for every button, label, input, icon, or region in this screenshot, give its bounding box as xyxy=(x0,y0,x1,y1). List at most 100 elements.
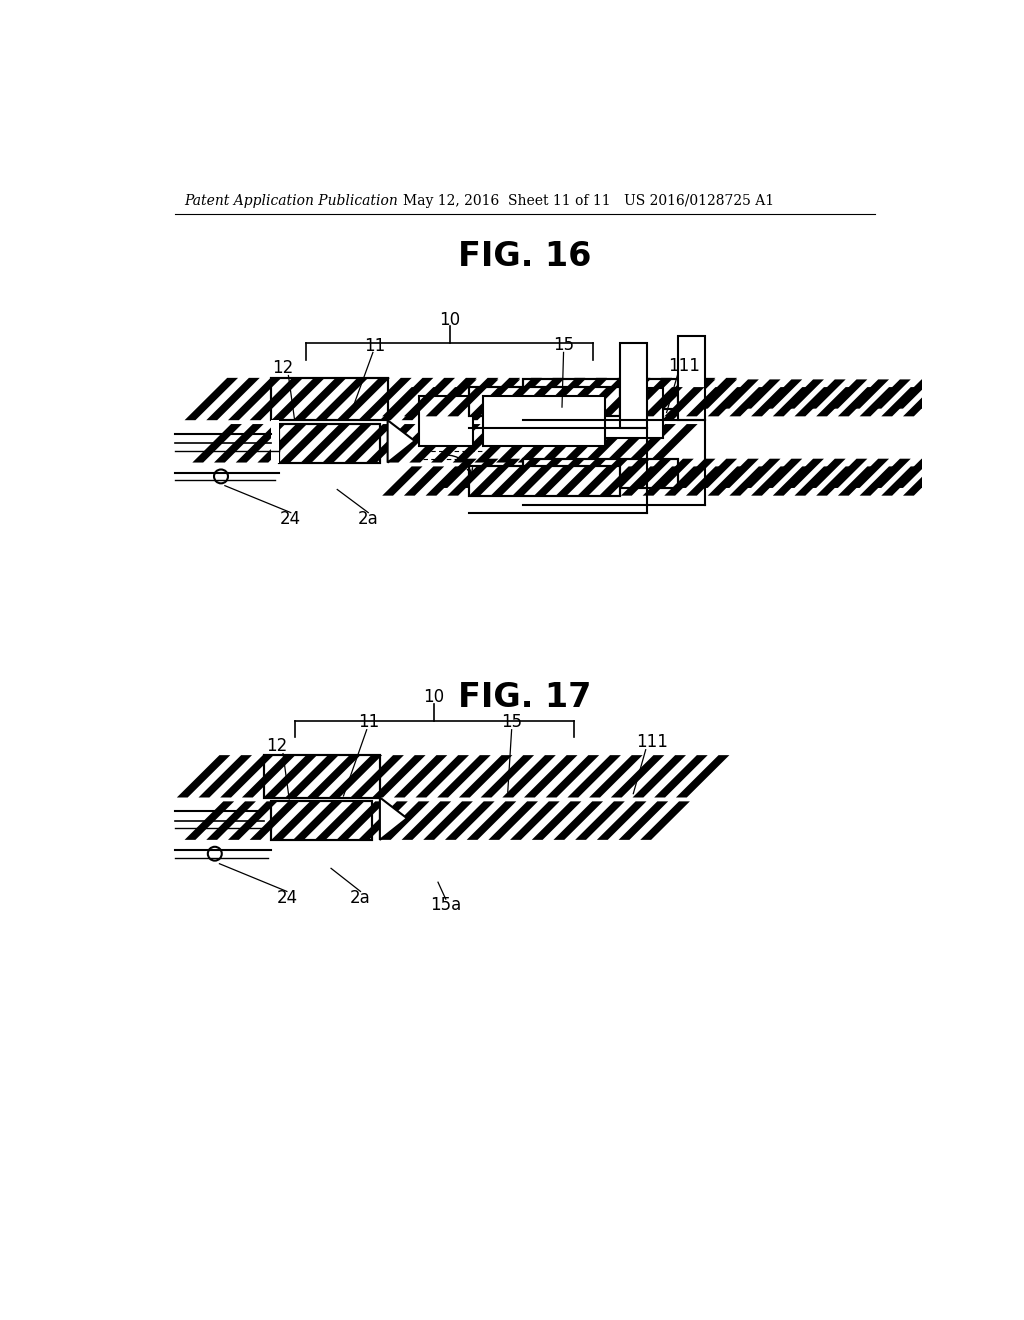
Polygon shape xyxy=(314,378,369,420)
Polygon shape xyxy=(307,755,360,797)
Polygon shape xyxy=(293,801,343,840)
Polygon shape xyxy=(445,378,499,420)
Bar xyxy=(523,459,678,488)
Polygon shape xyxy=(665,466,705,496)
Polygon shape xyxy=(1000,379,1024,409)
Polygon shape xyxy=(459,755,512,797)
Polygon shape xyxy=(242,755,295,797)
Polygon shape xyxy=(426,387,466,416)
Polygon shape xyxy=(447,466,487,496)
Polygon shape xyxy=(329,755,382,797)
Polygon shape xyxy=(199,755,252,797)
Polygon shape xyxy=(892,459,933,488)
Polygon shape xyxy=(510,378,563,420)
Polygon shape xyxy=(510,801,560,840)
Polygon shape xyxy=(488,801,538,840)
Polygon shape xyxy=(518,424,567,462)
Polygon shape xyxy=(453,424,503,462)
Polygon shape xyxy=(665,387,705,416)
Polygon shape xyxy=(206,378,260,420)
Polygon shape xyxy=(480,459,520,488)
Polygon shape xyxy=(480,755,535,797)
Polygon shape xyxy=(271,801,321,840)
Bar xyxy=(523,459,678,488)
Polygon shape xyxy=(257,424,307,462)
Polygon shape xyxy=(436,379,477,409)
Polygon shape xyxy=(913,379,954,409)
Polygon shape xyxy=(583,424,633,462)
Polygon shape xyxy=(350,755,403,797)
Polygon shape xyxy=(979,459,1019,488)
Polygon shape xyxy=(849,459,889,488)
Polygon shape xyxy=(729,387,770,416)
Polygon shape xyxy=(474,424,524,462)
Polygon shape xyxy=(556,387,596,416)
Polygon shape xyxy=(337,378,390,420)
Polygon shape xyxy=(496,424,546,462)
Polygon shape xyxy=(410,424,459,462)
Polygon shape xyxy=(566,379,607,409)
Polygon shape xyxy=(220,755,273,797)
Text: 24: 24 xyxy=(276,888,297,907)
Bar xyxy=(469,466,621,496)
Polygon shape xyxy=(271,378,325,420)
Polygon shape xyxy=(892,379,933,409)
Bar xyxy=(419,396,473,446)
Polygon shape xyxy=(488,378,542,420)
Polygon shape xyxy=(578,387,617,416)
Polygon shape xyxy=(540,424,589,462)
Text: 2a: 2a xyxy=(350,888,371,907)
Bar xyxy=(678,335,706,420)
Polygon shape xyxy=(242,755,295,797)
Polygon shape xyxy=(447,387,487,416)
Polygon shape xyxy=(621,387,662,416)
Text: US 2016/0128725 A1: US 2016/0128725 A1 xyxy=(624,194,774,207)
Polygon shape xyxy=(263,755,317,797)
Polygon shape xyxy=(401,801,452,840)
Polygon shape xyxy=(214,424,263,462)
Polygon shape xyxy=(599,466,640,496)
Polygon shape xyxy=(490,387,531,416)
Polygon shape xyxy=(640,378,693,420)
Polygon shape xyxy=(554,801,603,840)
Text: Patent Application Publication: Patent Application Publication xyxy=(183,194,397,207)
Polygon shape xyxy=(621,466,662,496)
Polygon shape xyxy=(250,801,299,840)
Polygon shape xyxy=(523,379,563,409)
Bar xyxy=(271,801,372,840)
Polygon shape xyxy=(228,801,278,840)
Text: 12: 12 xyxy=(272,359,294,376)
Polygon shape xyxy=(795,387,835,416)
Polygon shape xyxy=(380,378,433,420)
Polygon shape xyxy=(729,466,770,496)
Polygon shape xyxy=(957,459,997,488)
Polygon shape xyxy=(382,387,423,416)
Text: 11: 11 xyxy=(357,713,379,731)
Text: 10: 10 xyxy=(424,689,444,706)
Bar xyxy=(469,387,621,416)
Bar xyxy=(271,378,388,420)
Polygon shape xyxy=(903,387,943,416)
Polygon shape xyxy=(488,378,542,420)
Polygon shape xyxy=(882,466,922,496)
Polygon shape xyxy=(380,801,429,840)
Text: May 12, 2016  Sheet 11 of 11: May 12, 2016 Sheet 11 of 11 xyxy=(403,194,610,207)
Polygon shape xyxy=(459,755,512,797)
Polygon shape xyxy=(870,459,910,488)
Text: 24: 24 xyxy=(281,510,301,528)
Polygon shape xyxy=(220,755,273,797)
Bar xyxy=(523,379,678,409)
Polygon shape xyxy=(286,755,339,797)
Polygon shape xyxy=(762,379,802,409)
Polygon shape xyxy=(358,801,408,840)
Polygon shape xyxy=(372,755,426,797)
Polygon shape xyxy=(545,459,586,488)
Polygon shape xyxy=(467,378,520,420)
Polygon shape xyxy=(675,379,716,409)
Polygon shape xyxy=(366,424,416,462)
Polygon shape xyxy=(633,755,686,797)
Polygon shape xyxy=(437,755,490,797)
Polygon shape xyxy=(323,424,372,462)
Polygon shape xyxy=(643,387,683,416)
Polygon shape xyxy=(719,459,759,488)
